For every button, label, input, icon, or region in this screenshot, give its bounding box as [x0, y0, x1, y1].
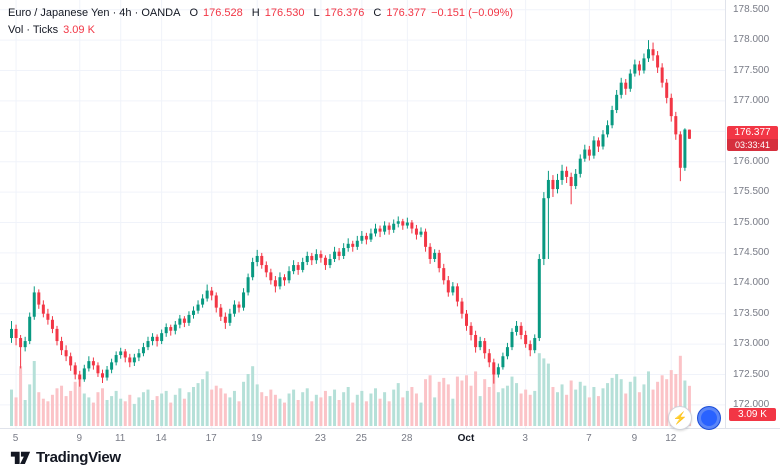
time-axis-label: 9 — [76, 433, 83, 444]
time-axis-label: 12 — [665, 433, 677, 444]
close-label: C — [373, 7, 382, 19]
tradingview-logo-text: TradingView — [36, 448, 121, 466]
price-axis-label: 173.000 — [733, 338, 770, 350]
open-label: O — [189, 7, 198, 19]
time-axis-label: 23 — [314, 433, 326, 444]
volume-study-label[interactable]: Vol · Ticks — [8, 24, 59, 36]
time-axis-label: 25 — [355, 433, 367, 444]
chart-header: Euro / Japanese Yen · 4h · OANDA O 176.52… — [8, 7, 513, 41]
chart-pane[interactable] — [0, 0, 726, 428]
price-axis-label: 177.000 — [733, 94, 770, 106]
price-axis[interactable]: 176.377 03:33:41 3.09 K 178.500 178.000 17… — [725, 0, 780, 428]
high-label: H — [251, 7, 260, 19]
open-value: 176.528 — [203, 7, 243, 19]
change-value: −0.151 (−0.09%) — [431, 7, 514, 19]
price-axis-label: 172.000 — [733, 398, 770, 410]
time-axis-label: 11 — [114, 433, 126, 444]
close-value: 176.377 — [386, 7, 427, 19]
quick-action-button[interactable]: ⚡ — [668, 406, 692, 430]
price-axis-label: 175.500 — [733, 186, 770, 198]
time-axis-label: Oct — [457, 433, 475, 444]
time-axis[interactable]: 5 9 11 14 17 19 23 25 28 Oct 3 7 9 12 — [0, 428, 726, 448]
price-axis-label: 174.000 — [733, 277, 770, 289]
time-axis-label: 3 — [522, 433, 528, 444]
high-value: 176.530 — [264, 7, 305, 19]
time-axis-label: 14 — [155, 433, 167, 444]
volume-study-value: 3.09 K — [63, 24, 95, 36]
time-axis-label: 19 — [251, 433, 263, 444]
blue-dot-button[interactable] — [697, 406, 721, 430]
symbol-title[interactable]: Euro / Japanese Yen · 4h · OANDA — [8, 7, 181, 19]
time-axis-label: 9 — [631, 433, 638, 444]
tradingview-logo-mark — [10, 451, 31, 464]
price-badge: 176.377 03:33:41 — [727, 125, 778, 151]
tradingview-logo[interactable]: TradingView — [10, 448, 121, 466]
time-axis-label: 28 — [401, 433, 413, 444]
lightning-icon: ⚡ — [672, 411, 688, 425]
price-axis-label: 178.000 — [733, 34, 770, 46]
time-axis-label: 7 — [586, 433, 592, 444]
price-axis-label: 178.500 — [733, 3, 770, 15]
time-axis-label: 17 — [205, 433, 217, 444]
axis-corner — [726, 428, 780, 448]
price-axis-label: 172.500 — [733, 368, 770, 380]
time-axis-label: 5 — [12, 433, 19, 444]
price-axis-label: 174.500 — [733, 246, 770, 258]
low-value: 176.376 — [324, 7, 365, 19]
volume-axis-badge: 3.09 K — [729, 408, 776, 421]
price-axis-label: 177.500 — [733, 64, 770, 76]
price-badge-price: 176.377 — [727, 125, 778, 139]
price-axis-label: 176.000 — [733, 155, 770, 167]
price-axis-label: 173.500 — [733, 307, 770, 319]
low-label: L — [313, 7, 320, 19]
price-axis-label: 175.000 — [733, 216, 770, 228]
price-badge-countdown: 03:33:41 — [727, 138, 778, 151]
